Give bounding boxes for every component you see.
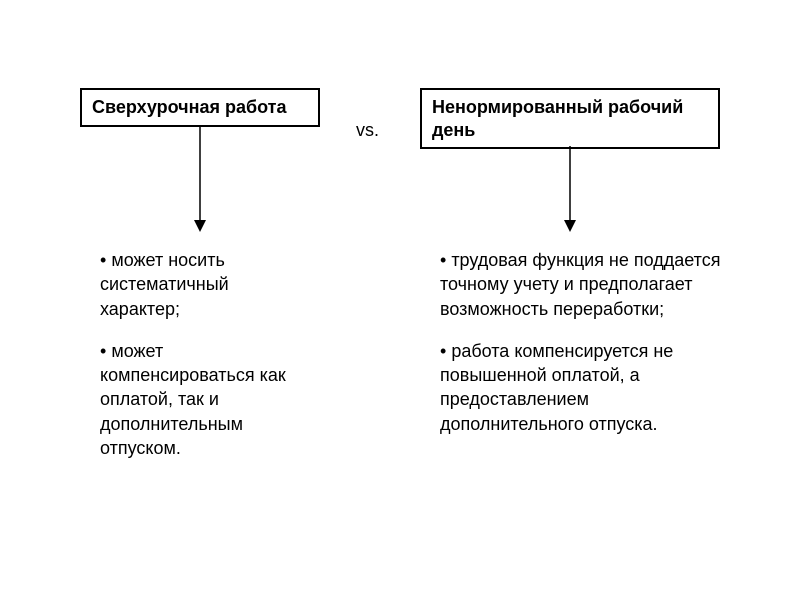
left-bullet-2-text: может компенсироваться как оплатой, так …	[100, 341, 286, 458]
left-bullet-1: • может носить систематичный характер;	[100, 248, 310, 321]
left-bullets: • может носить систематичный характер; •…	[100, 248, 310, 478]
bullet-dot: •	[100, 250, 111, 270]
right-bullets: • трудовая функция не поддается точному …	[440, 248, 730, 454]
right-bullet-1: • трудовая функция не поддается точному …	[440, 248, 730, 321]
right-bullet-2-text: работа компенсируется не повышенной опла…	[440, 341, 673, 434]
right-bullet-2: • работа компенсируется не повышенной оп…	[440, 339, 730, 436]
left-bullet-2: • может компенсироваться как оплатой, та…	[100, 339, 310, 460]
right-bullet-1-text: трудовая функция не поддается точному уч…	[440, 250, 720, 319]
bullet-dot: •	[100, 341, 111, 361]
bullet-dot: •	[440, 250, 451, 270]
diagram-canvas: Сверхурочная работа Ненормированный рабо…	[0, 0, 800, 600]
left-bullet-1-text: может носить систематичный характер;	[100, 250, 229, 319]
bullet-dot: •	[440, 341, 451, 361]
